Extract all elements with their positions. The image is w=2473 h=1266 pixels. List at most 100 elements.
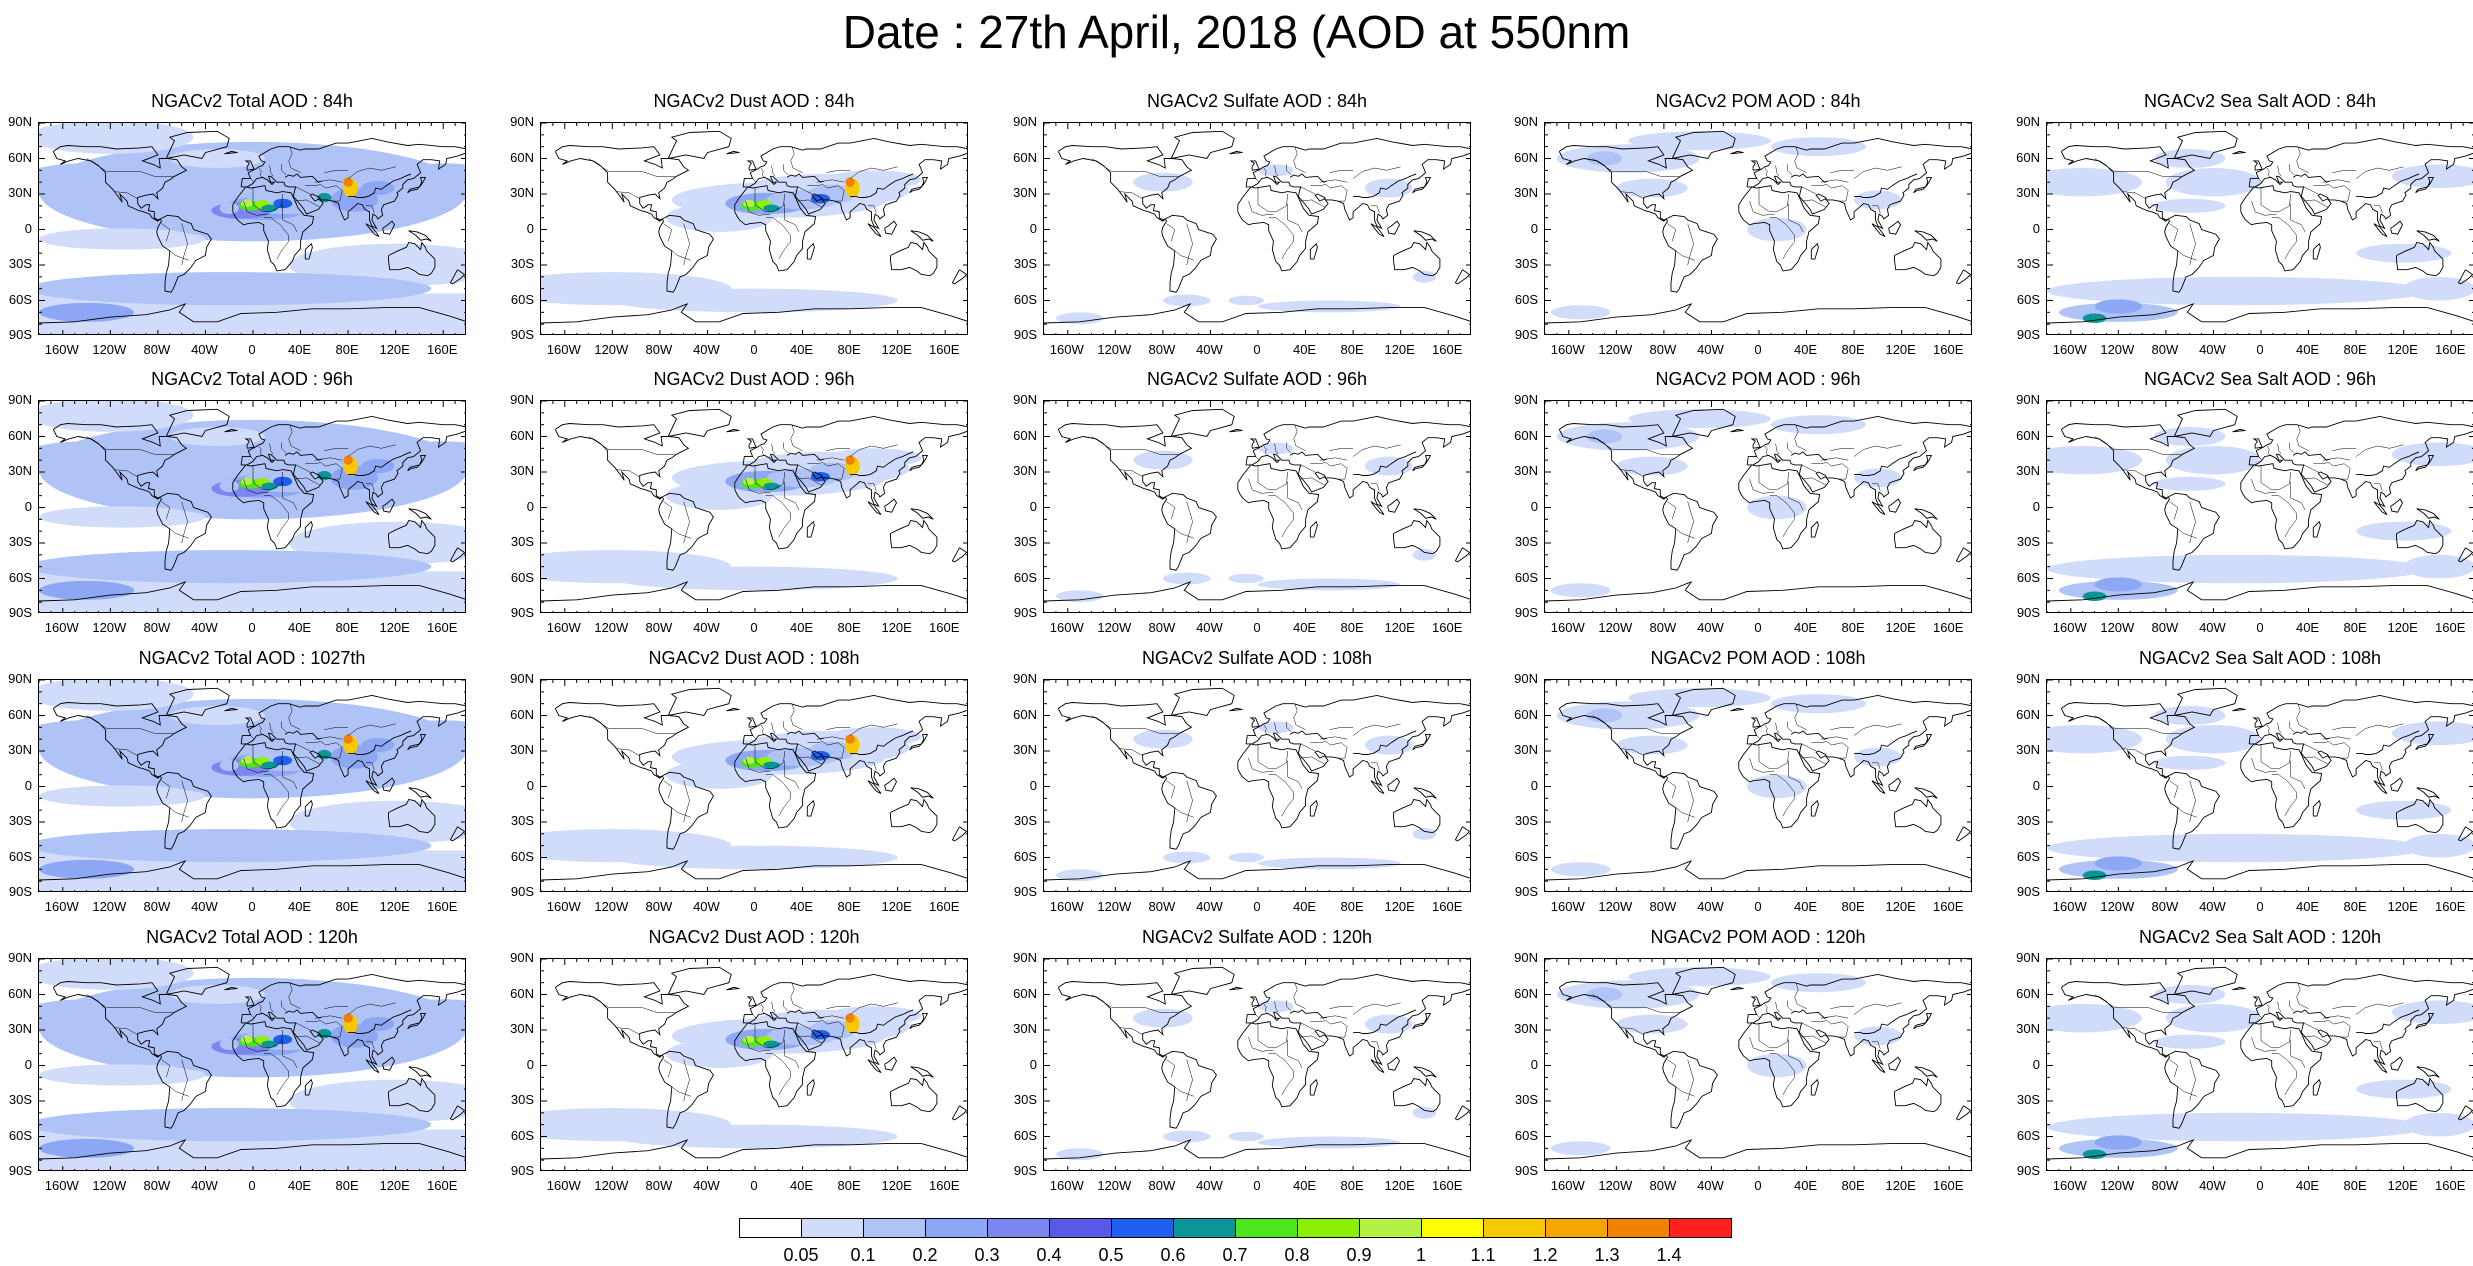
lat-label: 90N xyxy=(8,671,32,686)
country-border xyxy=(1764,724,1769,735)
aod-map-svg xyxy=(39,123,465,334)
panel-title: NGACv2 POM AOD : 96h xyxy=(1655,369,1861,389)
country-border xyxy=(615,469,640,477)
coastline xyxy=(165,130,230,160)
lat-label: 60S xyxy=(510,1127,534,1143)
country-border xyxy=(294,199,320,208)
aod-field-patch xyxy=(2047,1112,2428,1142)
country-border xyxy=(1248,201,1274,216)
lon-label: 160W xyxy=(1049,342,1084,357)
country-border xyxy=(2302,1035,2328,1044)
country-border xyxy=(1319,1015,1348,1019)
lon-label: 120E xyxy=(1885,1178,1916,1193)
coastline xyxy=(742,694,967,787)
coastline xyxy=(554,145,690,222)
country-border xyxy=(1820,1015,1849,1019)
country-border xyxy=(1274,1001,1279,1013)
lat-label: 90S xyxy=(1514,1163,1538,1178)
country-border xyxy=(1352,723,1401,736)
lon-label: 80W xyxy=(2151,899,2179,914)
lat-label: 30S xyxy=(1013,813,1037,828)
country-border xyxy=(1263,445,1268,456)
lon-label: 40E xyxy=(1292,342,1317,357)
coastline xyxy=(1170,687,1235,717)
coastline xyxy=(2252,996,2263,1007)
lon-label: 160E xyxy=(427,1178,458,1193)
coastline xyxy=(232,742,315,829)
map-panel-seasalt: NGACv2 Sea Salt AOD : 96h 90N 60N 30N 0 30S 60… xyxy=(2016,369,2473,635)
lon-label: 160E xyxy=(1432,620,1463,635)
country-border xyxy=(1801,1022,1817,1031)
lon-label: 80W xyxy=(143,1178,171,1193)
country-border xyxy=(2277,443,2282,455)
lat-label: 30S xyxy=(1514,256,1538,271)
coastline xyxy=(1370,1059,1385,1074)
country-border xyxy=(2266,167,2271,178)
lat-label: 60S xyxy=(510,848,534,864)
country-border xyxy=(2189,223,2196,266)
country-border xyxy=(1299,1035,1325,1044)
map-panel-pom: NGACv2 POM AOD : 120h 90N 60N 30N 0 30S 60S 90S… xyxy=(1514,927,1972,1193)
coastline xyxy=(1161,771,1217,850)
lon-label: 160W xyxy=(1049,620,1084,635)
country-border xyxy=(2296,146,2309,173)
country-border xyxy=(2302,199,2328,208)
coastline xyxy=(1730,428,1744,433)
lat-label: 30S xyxy=(1013,256,1037,271)
coastline xyxy=(1237,185,1320,272)
lon-label: 160E xyxy=(1933,620,1964,635)
country-border xyxy=(1286,721,1292,733)
colorbar-swatch xyxy=(987,1218,1050,1238)
country-border xyxy=(784,1039,800,1069)
country-border xyxy=(1788,481,1804,511)
coastline xyxy=(1245,415,1470,508)
world-map xyxy=(38,958,466,1171)
map-panel-sulfate: NGACv2 Sulfate AOD : 120h 90N 60N 30N 0 30S 60… xyxy=(1013,927,1471,1193)
country-border xyxy=(1749,1037,1775,1052)
lon-label: 160W xyxy=(1550,342,1585,357)
aod-field-patch xyxy=(2047,445,2143,475)
country-border xyxy=(2094,436,2182,455)
coastline xyxy=(2312,799,2321,817)
country-border xyxy=(2290,481,2306,511)
country-border xyxy=(2289,442,2295,454)
country-border xyxy=(161,501,171,520)
country-border xyxy=(683,501,690,544)
aod-field-patch xyxy=(39,1108,432,1142)
country-border xyxy=(1667,501,1677,520)
country-border xyxy=(760,1003,765,1014)
lon-label: 0 xyxy=(750,1178,758,1193)
country-border xyxy=(797,464,813,473)
lon-label: 160W xyxy=(546,342,581,357)
country-border xyxy=(1329,1006,1354,1009)
coastline xyxy=(1888,220,1902,235)
lon-label: 80W xyxy=(2151,1178,2179,1193)
coastline xyxy=(365,780,380,795)
coastline xyxy=(1913,733,1933,751)
country-border xyxy=(1186,223,1193,266)
country-border xyxy=(2355,444,2404,457)
country-border xyxy=(807,462,845,480)
country-border xyxy=(1853,1002,1902,1015)
lon-label: 40W xyxy=(1196,620,1223,635)
coastline xyxy=(951,1105,967,1121)
map-panel-pom: NGACv2 POM AOD : 96h 90N 60N 30N 0 30S 60S 90S 1… xyxy=(1514,369,1972,635)
lat-label: 60N xyxy=(8,149,32,165)
country-border xyxy=(1675,1086,1695,1097)
coastline xyxy=(449,547,465,563)
lon-label: 40W xyxy=(693,899,720,914)
country-border xyxy=(2271,774,2297,817)
lat-label: 30N xyxy=(1514,185,1538,200)
lon-label: 120E xyxy=(2387,899,2418,914)
country-border xyxy=(281,1000,287,1012)
coastline xyxy=(1558,981,1694,1058)
map-panel-total: NGACv2 Total AOD : 84h 90N 60N 30N 0 30S 60S 90… xyxy=(8,91,466,357)
lon-label: 80W xyxy=(1148,620,1176,635)
country-border xyxy=(2289,1000,2295,1012)
coastline xyxy=(1245,694,1470,787)
coastline xyxy=(1245,137,1470,230)
lon-label: 120E xyxy=(1384,1178,1415,1193)
lon-label: 0 xyxy=(1754,342,1762,357)
lat-label: 0 xyxy=(1029,220,1037,236)
coastline xyxy=(1057,702,1193,779)
